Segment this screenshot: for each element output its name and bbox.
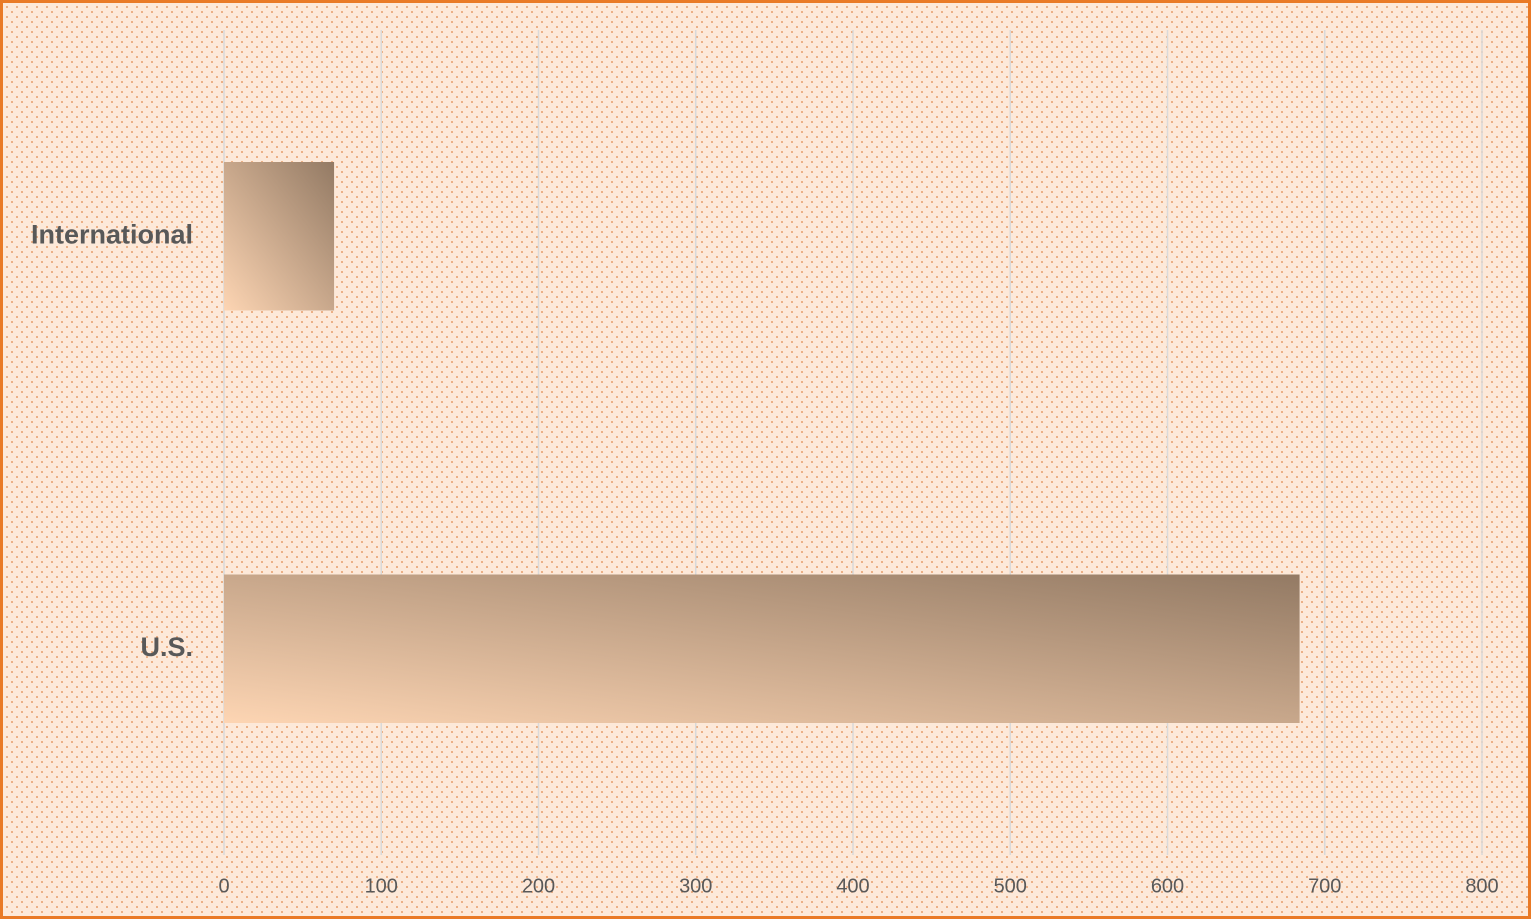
bar [224,574,1300,723]
x-tick-label: 100 [365,875,398,897]
x-tick-label: 400 [836,875,869,897]
y-tick-label: U.S. [140,632,193,662]
y-tick-label: International [31,219,193,249]
x-tick-label: 0 [218,875,229,897]
x-tick-label: 500 [994,875,1027,897]
x-tick-label: 700 [1308,875,1341,897]
bar [224,162,335,311]
x-tick-label: 200 [522,875,555,897]
x-tick-label: 600 [1151,875,1184,897]
x-tick-label: 300 [679,875,712,897]
x-tick-label: 800 [1465,875,1498,897]
